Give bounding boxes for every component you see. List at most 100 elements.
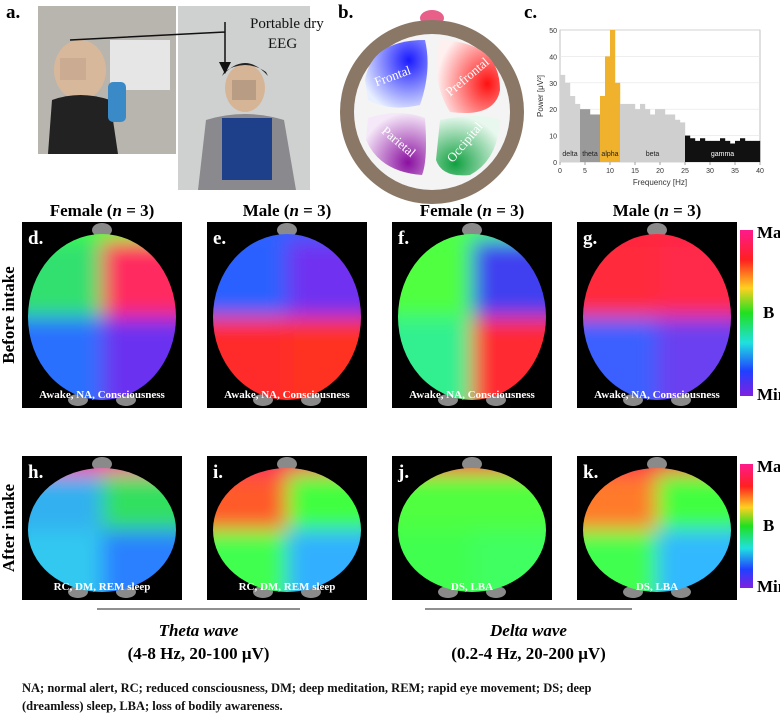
topomap bbox=[213, 468, 361, 592]
rim bbox=[213, 234, 361, 240]
photo-bottle bbox=[108, 82, 126, 122]
column-title-part: Male ( bbox=[243, 201, 290, 220]
x-tick-label: 15 bbox=[631, 168, 639, 175]
photo-blur bbox=[60, 58, 86, 80]
band-label: delta bbox=[562, 151, 577, 158]
x-tick-label: 5 bbox=[583, 168, 587, 175]
band-label: beta bbox=[646, 151, 660, 158]
lobe bbox=[365, 40, 428, 108]
map-label: d. bbox=[28, 228, 43, 249]
colorbar bbox=[740, 230, 753, 396]
rim bbox=[398, 468, 546, 474]
column-title-part: = 3) bbox=[669, 201, 701, 220]
map-caption: Awake, NA, Consciousness bbox=[409, 389, 535, 401]
ear bbox=[277, 223, 297, 237]
topomap-field bbox=[213, 234, 361, 400]
x-tick-label: 35 bbox=[731, 168, 739, 175]
bar bbox=[640, 103, 646, 162]
lobe bbox=[436, 116, 500, 176]
ear bbox=[462, 457, 482, 471]
photo-window bbox=[110, 40, 170, 90]
x-tick-label: 30 bbox=[706, 168, 714, 175]
lobe bbox=[366, 113, 426, 175]
column-title: Male (n = 3) bbox=[613, 201, 702, 220]
colorbar-label: Max bbox=[757, 457, 780, 476]
row-label: After intake bbox=[0, 484, 18, 572]
panel-a: a. Portable dry EEG bbox=[6, 2, 324, 190]
wave-range: (4-8 Hz, 20-100 μV) bbox=[128, 644, 270, 663]
wave-name: Theta wave bbox=[159, 621, 239, 640]
column-title: Male (n = 3) bbox=[243, 201, 332, 220]
topomap-grid: Female (n = 3) Male (n = 3) Female (n = 3)… bbox=[0, 201, 780, 713]
bar bbox=[655, 109, 661, 162]
bar bbox=[635, 109, 641, 162]
column-title-part: Male ( bbox=[613, 201, 660, 220]
y-tick-label: 20 bbox=[549, 107, 557, 114]
bar bbox=[700, 138, 706, 162]
colorbar-label: Min bbox=[757, 577, 780, 596]
colorbar bbox=[740, 464, 753, 588]
x-tick-label: 0 bbox=[558, 168, 562, 175]
map-label: j. bbox=[397, 462, 409, 483]
bar bbox=[735, 140, 741, 162]
bar bbox=[685, 135, 691, 162]
panel-c: c. 0 10 20 30 40 50 0 5 10 15 20 25 30 35 40 delta theta… bbox=[524, 2, 764, 187]
bar bbox=[745, 140, 751, 162]
panel-label: a. bbox=[6, 2, 20, 23]
column-title-part: Female ( bbox=[50, 201, 113, 220]
bar bbox=[690, 138, 696, 162]
photo-blur bbox=[232, 80, 256, 100]
colorbar-label: B bbox=[763, 516, 774, 535]
map-caption: RC, DM, REM sleep bbox=[239, 581, 336, 593]
y-tick-label: 40 bbox=[549, 54, 557, 61]
bar bbox=[730, 143, 736, 162]
topomap bbox=[28, 234, 176, 400]
map-label: k. bbox=[583, 462, 598, 483]
band-label: gamma bbox=[711, 151, 734, 158]
wave-range: (0.2-4 Hz, 20-200 μV) bbox=[451, 644, 606, 663]
y-tick-label: 50 bbox=[549, 28, 557, 35]
rim bbox=[28, 468, 176, 474]
bar bbox=[650, 114, 656, 162]
bar bbox=[750, 140, 756, 162]
topomap-field bbox=[28, 468, 176, 592]
bar bbox=[725, 140, 731, 162]
y-tick-label: 10 bbox=[549, 134, 557, 141]
colorbar-label: B bbox=[763, 303, 774, 322]
column-title: Female (n = 3) bbox=[50, 201, 155, 220]
rim bbox=[28, 234, 176, 240]
bar bbox=[660, 109, 666, 162]
bar bbox=[620, 103, 626, 162]
y-axis-label: Power [μV²] bbox=[536, 75, 545, 117]
x-tick-label: 40 bbox=[756, 168, 764, 175]
bar bbox=[565, 82, 571, 162]
column-title-part: = 3) bbox=[299, 201, 331, 220]
x-tick-label: 10 bbox=[606, 168, 614, 175]
bar bbox=[575, 103, 581, 162]
ear bbox=[277, 457, 297, 471]
x-axis-label: Frequency [Hz] bbox=[633, 178, 687, 187]
annotation: Portable dry bbox=[250, 16, 324, 32]
ear bbox=[92, 223, 112, 237]
map-label: f. bbox=[398, 228, 409, 249]
topomap bbox=[213, 234, 361, 400]
panel-b: b. Frontal Prefrontal Parietal Occipital bbox=[338, 2, 524, 204]
bar bbox=[715, 140, 721, 162]
map-caption: Awake, NA, Consciousness bbox=[39, 389, 165, 401]
map-caption: Awake, NA, Consciousness bbox=[594, 389, 720, 401]
bar bbox=[675, 119, 681, 162]
bar bbox=[625, 103, 631, 162]
panel-label: c. bbox=[524, 2, 537, 23]
map-caption: DS, LBA bbox=[636, 581, 678, 593]
bar bbox=[670, 114, 676, 162]
ear bbox=[647, 457, 667, 471]
column-title-part: Female ( bbox=[420, 201, 483, 220]
column-title-part: n bbox=[289, 201, 298, 220]
x-tick-label: 25 bbox=[681, 168, 689, 175]
bar bbox=[580, 109, 586, 162]
column-title-part: = 3) bbox=[492, 201, 524, 220]
bar bbox=[560, 74, 566, 162]
panel-label: b. bbox=[338, 2, 353, 23]
map-caption: DS, LBA bbox=[451, 581, 493, 593]
